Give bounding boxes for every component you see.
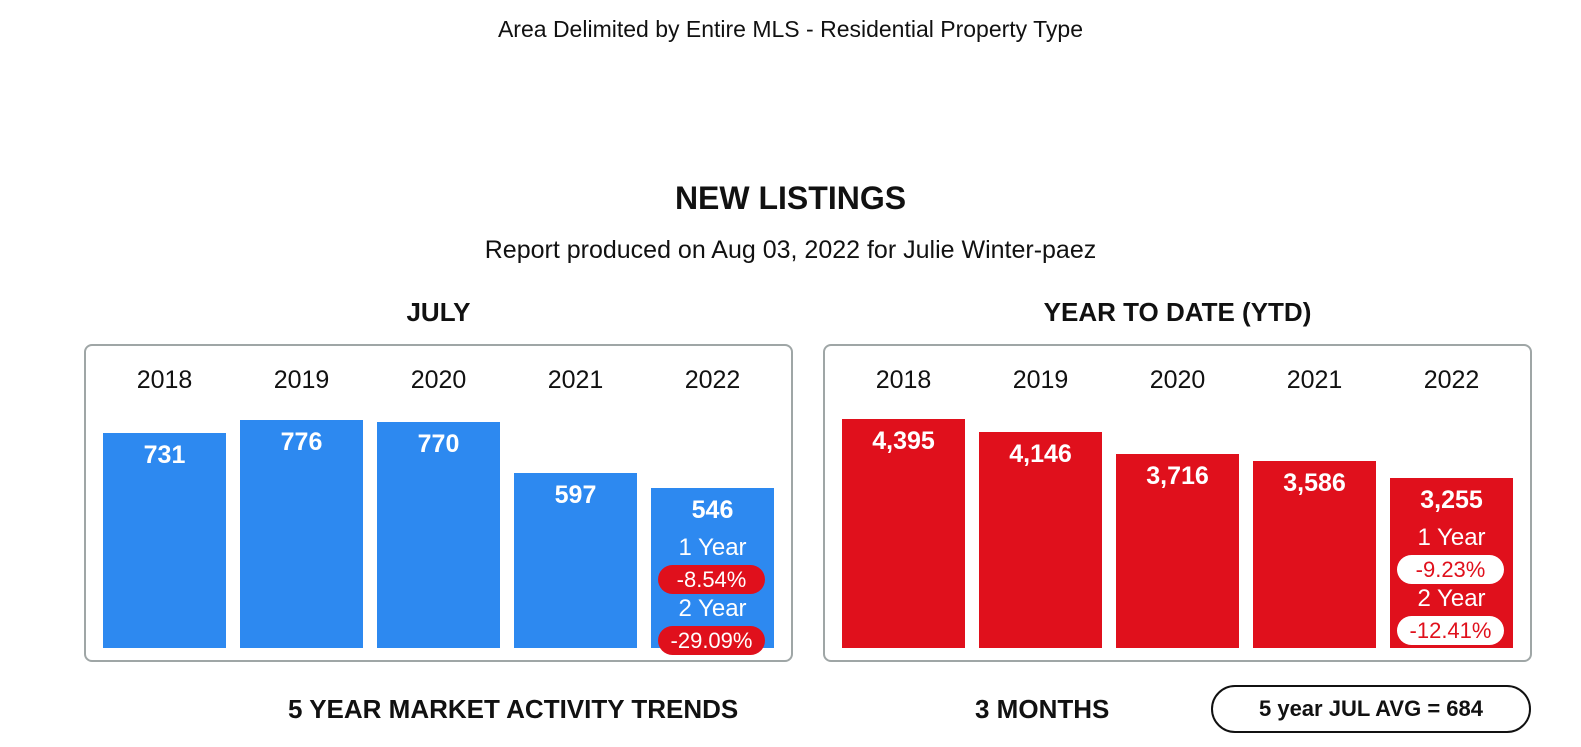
july-year-label: 2020: [410, 366, 467, 394]
two-year-change-label: 2 Year: [1417, 585, 1486, 612]
ytd-year-label: 2021: [1286, 366, 1343, 394]
ytd-year-label: 2022: [1423, 366, 1480, 394]
july-year-label: 2019: [273, 366, 330, 394]
july-bar: 770: [377, 422, 500, 648]
july-bar: 546 1 Year -8.54% 2 Year -29.09%: [651, 488, 774, 655]
one-year-change-label: 1 Year: [678, 534, 747, 561]
ytd-bar: 4,395: [842, 419, 965, 648]
ytd-bar-value: 4,146: [1009, 440, 1072, 468]
two-year-change-badge: -29.09%: [658, 626, 765, 655]
ytd-bar-value: 3,716: [1146, 462, 1209, 490]
one-year-change-badge: -9.23%: [1397, 555, 1504, 584]
ytd-year-label: 2020: [1149, 366, 1206, 394]
ytd-bar: 3,586: [1253, 461, 1376, 648]
july-chart-title: JULY: [406, 297, 471, 327]
july-bar-value: 597: [554, 481, 597, 509]
three-months-label: 3 MONTHS: [975, 694, 1110, 724]
july-chart-panel: [84, 344, 793, 662]
july-year-label: 2022: [684, 366, 741, 394]
two-year-change-badge: -12.41%: [1397, 616, 1504, 645]
ytd-year-label: 2019: [1012, 366, 1069, 394]
one-year-change-badge: -8.54%: [658, 565, 765, 594]
july-bar: 776: [240, 420, 363, 648]
july-bar-value: 546: [691, 496, 734, 524]
ytd-bar: 4,146: [979, 432, 1102, 648]
july-year-label: 2018: [136, 366, 193, 394]
july-year-label: 2021: [547, 366, 604, 394]
ytd-bar: 3,716: [1116, 454, 1239, 648]
july-bar-value: 731: [143, 441, 186, 469]
ytd-chart-panel: [823, 344, 1532, 662]
two-year-change-label: 2 Year: [678, 595, 747, 622]
ytd-bar-value: 4,395: [872, 427, 935, 455]
july-bar-value: 776: [280, 428, 323, 456]
one-year-change-label: 1 Year: [1417, 524, 1486, 551]
july-bar-value: 770: [417, 430, 460, 458]
five-year-average-badge: 5 year JUL AVG = 684: [1211, 685, 1531, 733]
ytd-year-label: 2018: [875, 366, 932, 394]
july-bar: 731: [103, 433, 226, 648]
page-title: NEW LISTINGS: [674, 180, 907, 216]
ytd-bar: 3,255 1 Year -9.23% 2 Year -12.41%: [1390, 478, 1513, 648]
trends-label: 5 YEAR MARKET ACTIVITY TRENDS: [288, 694, 739, 724]
ytd-chart-title: YEAR TO DATE (YTD): [1043, 297, 1312, 327]
report-info: Report produced on Aug 03, 2022 for Juli…: [484, 236, 1097, 264]
ytd-bar-value: 3,586: [1283, 469, 1346, 497]
area-description: Area Delimited by Entire MLS - Residenti…: [497, 16, 1084, 42]
july-bar: 597: [514, 473, 637, 648]
ytd-bar-value: 3,255: [1420, 486, 1483, 514]
